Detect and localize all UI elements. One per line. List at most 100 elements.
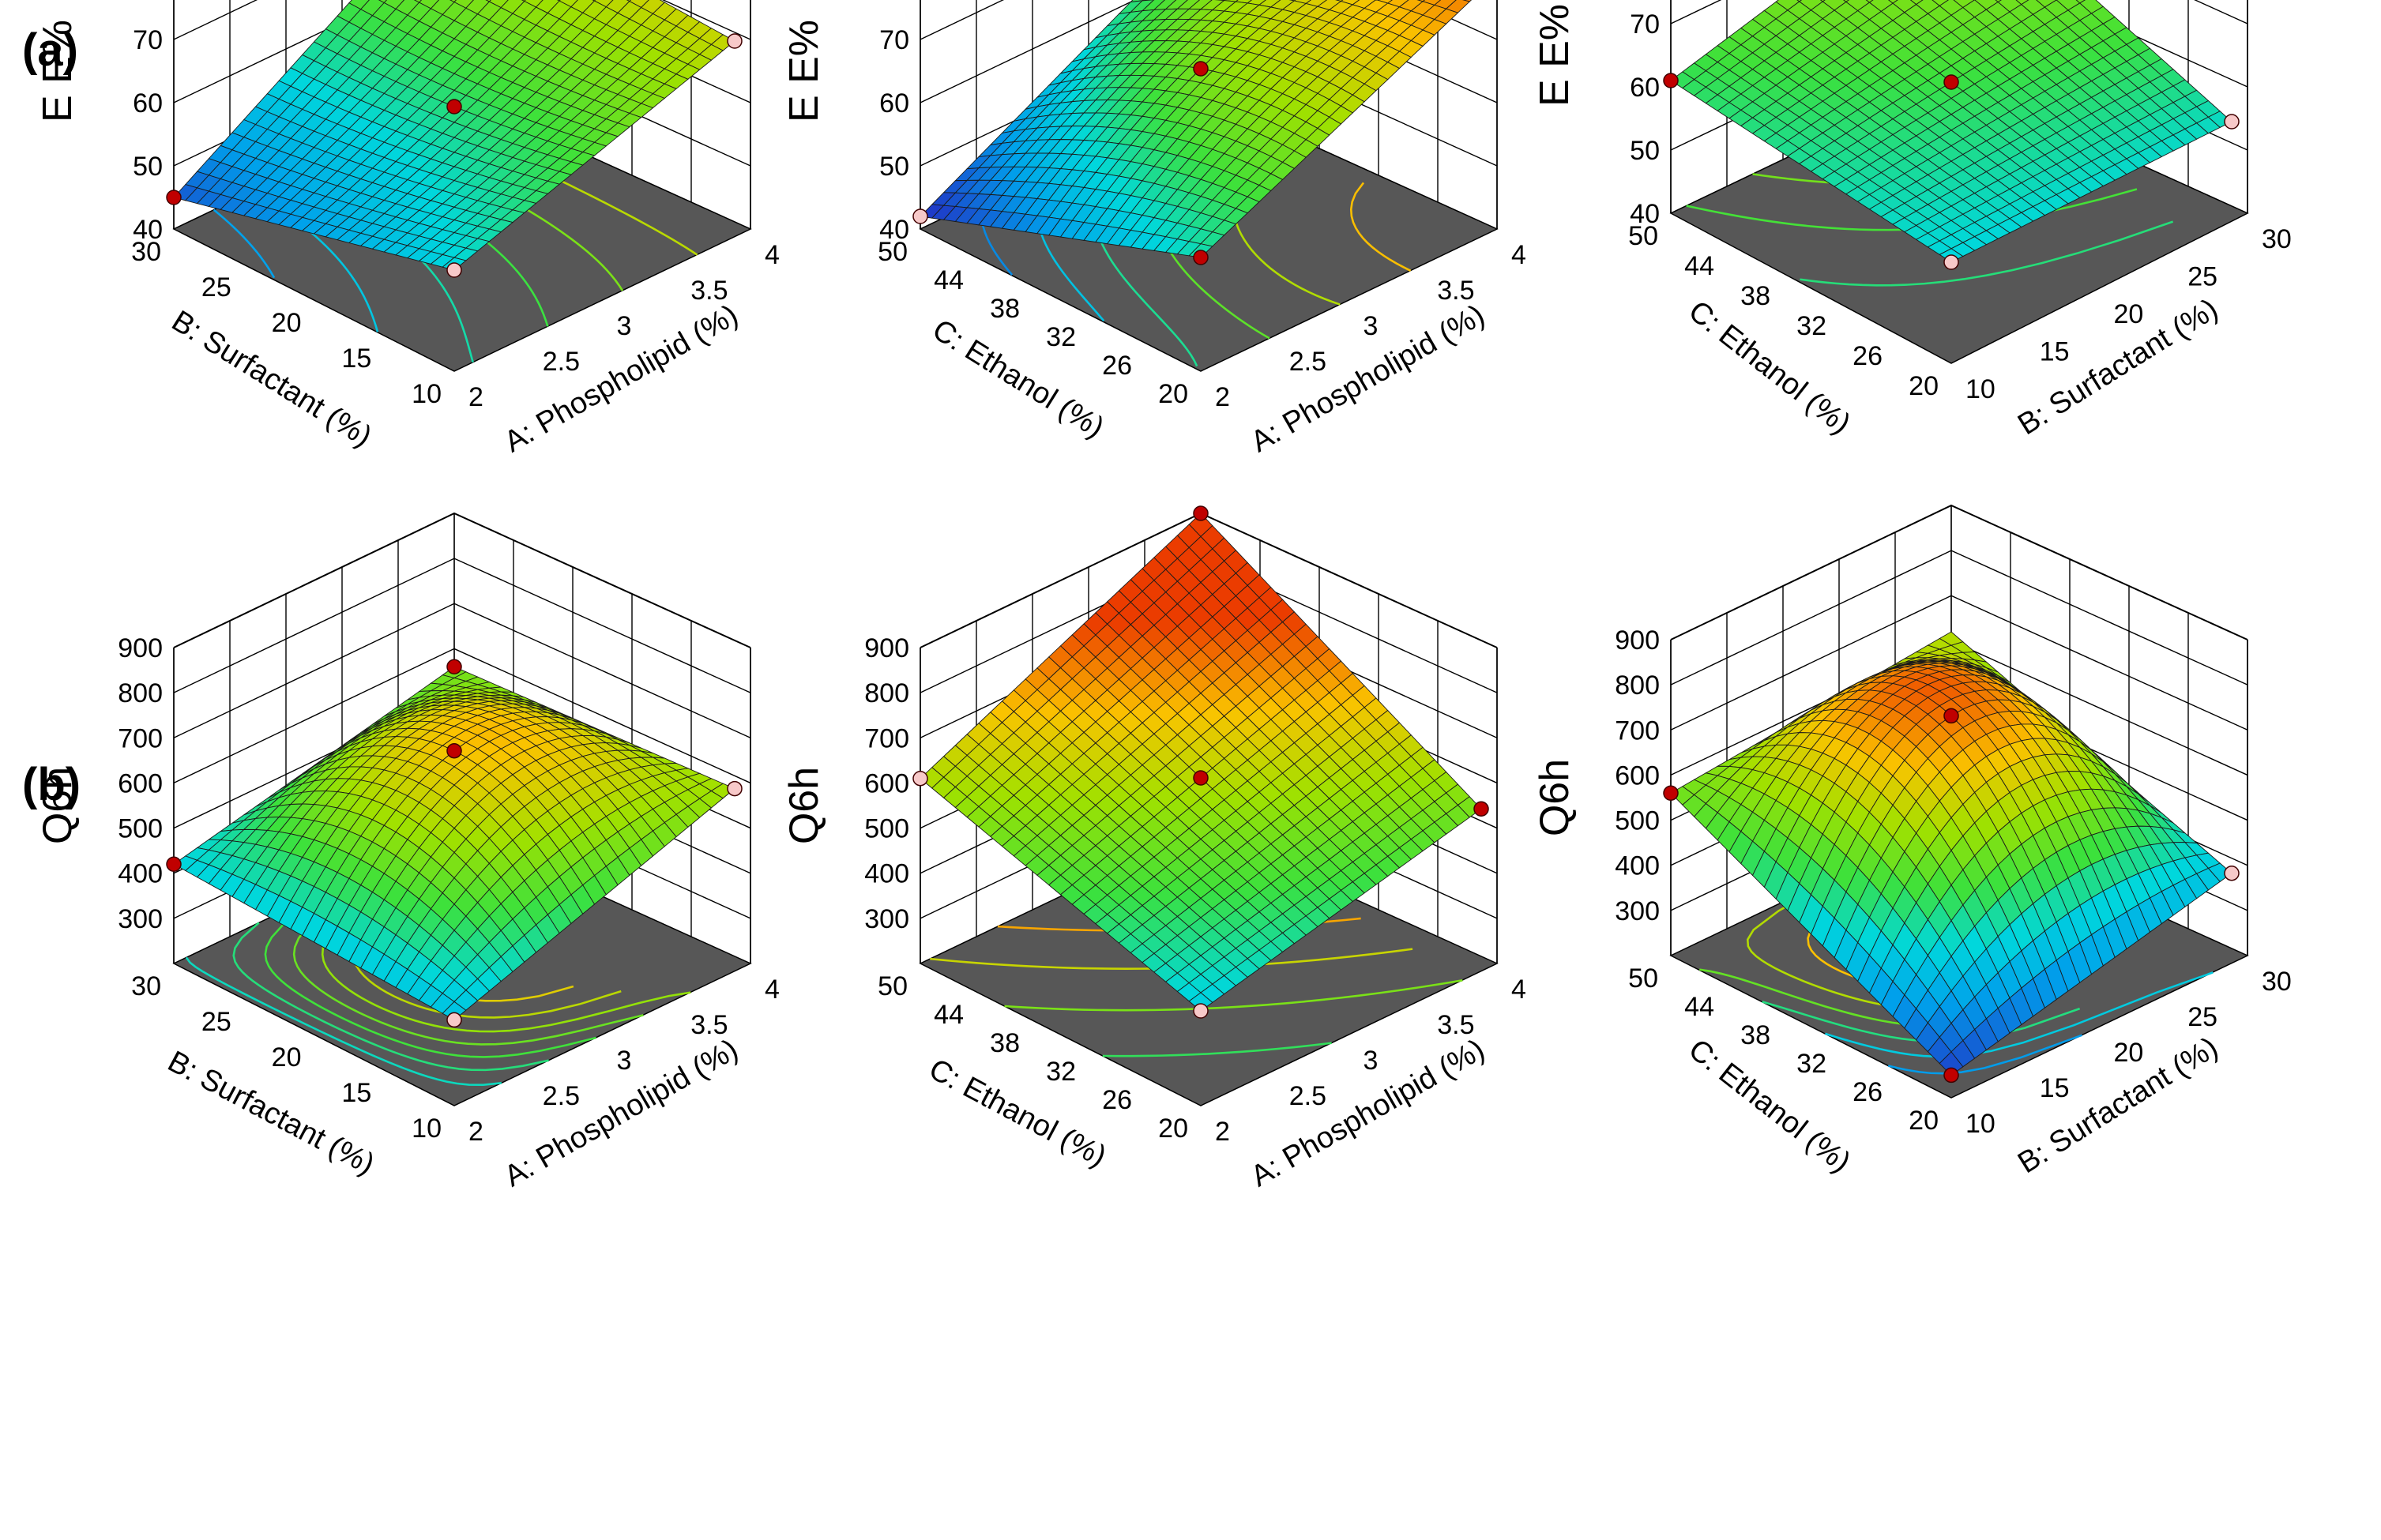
z-tick-label: 400 [1615,851,1660,881]
side-tick-label: 38 [1740,1020,1770,1050]
front-tick-label: 3.5 [690,1010,728,1040]
side-tick-label: 44 [1684,251,1714,281]
z-tick-label: 600 [1615,761,1660,791]
axis-posts [173,0,751,229]
side-tick-label: 26 [1102,351,1132,381]
side-tick-label: 10 [412,1114,442,1144]
side-tick-label: 25 [201,1007,231,1037]
front-tick-label: 3.5 [1437,1010,1474,1040]
z-axis-label: Q6h [1532,759,1578,836]
z-axis-label: E E% [35,20,81,122]
z-tick-label: 300 [1615,896,1660,926]
side-tick-label: 10 [412,379,442,409]
contour-line [930,948,1413,970]
panel-label-a: (a) [22,24,78,76]
contour-line [1800,220,2174,287]
design-point [1473,801,1489,817]
side-tick-label: 32 [1046,1057,1076,1087]
side-tick-label: 38 [1740,281,1770,311]
side-tick-label: 20 [1909,371,1939,401]
z-tick-label: 70 [133,25,163,55]
z-tick-label: 700 [1615,716,1660,746]
front-tick-label: 4 [1511,975,1526,1005]
side-tick-label: 38 [990,294,1020,324]
side-tick-label: 15 [341,1078,371,1108]
z-axis-label: E E% [781,20,827,122]
design-point [1193,770,1209,786]
wall-horizontal-line [173,648,751,784]
surface-cell [1865,0,1874,3]
z-tick-label: 70 [879,25,909,55]
design-point [446,99,462,115]
side-tick-label: 30 [131,237,161,267]
front-tick-label: 10 [1965,1109,1995,1139]
z-tick-label: 300 [118,904,163,934]
design-point [1943,1067,1959,1084]
design-point [1943,708,1959,724]
surface-mesh [173,0,735,271]
design-point [727,780,743,797]
wall-horizontal-line [1670,595,2248,731]
axis-posts [173,648,751,963]
z-tick-label: 60 [1630,73,1660,103]
side-tick-label: 44 [934,265,964,295]
design-point [1943,74,1959,90]
front-tick-label: 3.5 [1437,276,1474,306]
z-tick-label: 800 [864,678,909,708]
front-tick-label: 2.5 [543,1081,580,1111]
side-tick-label: 50 [878,237,908,267]
surface-mesh [920,0,1473,258]
side-tick-label: 20 [272,308,302,338]
design-point [1663,785,1679,802]
side-axis-label: C: Ethanol (%) [1683,295,1857,441]
z-tick-label: 400 [864,859,909,889]
side-tick-label: 32 [1796,1049,1826,1079]
wall-horizontal-line [1670,550,2248,685]
z-tick-label: 700 [864,723,909,753]
contour-line [185,956,502,1086]
front-tick-label: 3 [617,311,632,341]
side-tick-label: 50 [1628,221,1658,251]
design-point [446,742,462,759]
side-tick-label: 20 [1158,1114,1188,1144]
z-tick-label: 800 [1615,670,1660,701]
front-tick-label: 2 [1215,1117,1230,1147]
surface-mesh [920,513,1482,1012]
side-tick-label: 15 [341,344,371,374]
contour-line [321,894,691,1033]
z-tick-label: 400 [118,859,163,889]
front-tick-label: 30 [2262,224,2292,254]
contour-line [264,887,596,1058]
front-tick-label: 4 [1511,240,1526,270]
z-tick-label: 60 [133,88,163,118]
front-tick-label: 3 [1364,311,1379,341]
front-tick-label: 2 [1215,382,1230,412]
front-tick-label: 2.5 [1289,1081,1326,1111]
front-tick-label: 25 [2187,262,2217,292]
contour-line [1349,182,1412,272]
panel-label-b: (b) [22,759,81,810]
side-tick-label: 50 [1628,963,1658,993]
contour-line [1825,971,2214,1058]
front-tick-label: 15 [2040,337,2070,367]
z-tick-label: 500 [864,814,909,844]
z-tick-label: 900 [864,633,909,663]
z-tick-label: 600 [118,768,163,798]
axis-posts [920,0,1498,229]
surface-chart-2: 405060708090E E%22.533.54A: Phospholipid… [781,0,1526,459]
side-tick-label: 38 [990,1028,1020,1058]
front-tick-label: 3 [617,1046,632,1076]
side-tick-label: 44 [1684,992,1714,1022]
z-tick-label: 40 [1630,199,1660,229]
design-point [1193,61,1209,77]
design-point [1193,250,1209,265]
design-point [2224,865,2240,881]
surface-mesh [1670,631,2232,1076]
z-axis-label: Q6h [35,767,81,844]
side-tick-label: 20 [1158,379,1188,409]
z-tick-label: 900 [1615,625,1660,655]
wall-top-edge [173,512,751,648]
z-tick-label: 700 [118,723,163,753]
